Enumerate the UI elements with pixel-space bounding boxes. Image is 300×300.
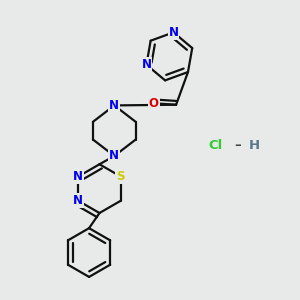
Text: Cl: Cl bbox=[208, 139, 223, 152]
Text: N: N bbox=[169, 26, 178, 39]
Text: N: N bbox=[109, 99, 119, 112]
Text: H: H bbox=[248, 139, 260, 152]
Text: N: N bbox=[109, 149, 119, 162]
Text: N: N bbox=[74, 170, 83, 183]
Text: –: – bbox=[234, 139, 241, 152]
Text: S: S bbox=[116, 170, 125, 183]
Text: O: O bbox=[149, 97, 159, 110]
Text: N: N bbox=[74, 194, 83, 207]
Text: N: N bbox=[141, 58, 152, 71]
